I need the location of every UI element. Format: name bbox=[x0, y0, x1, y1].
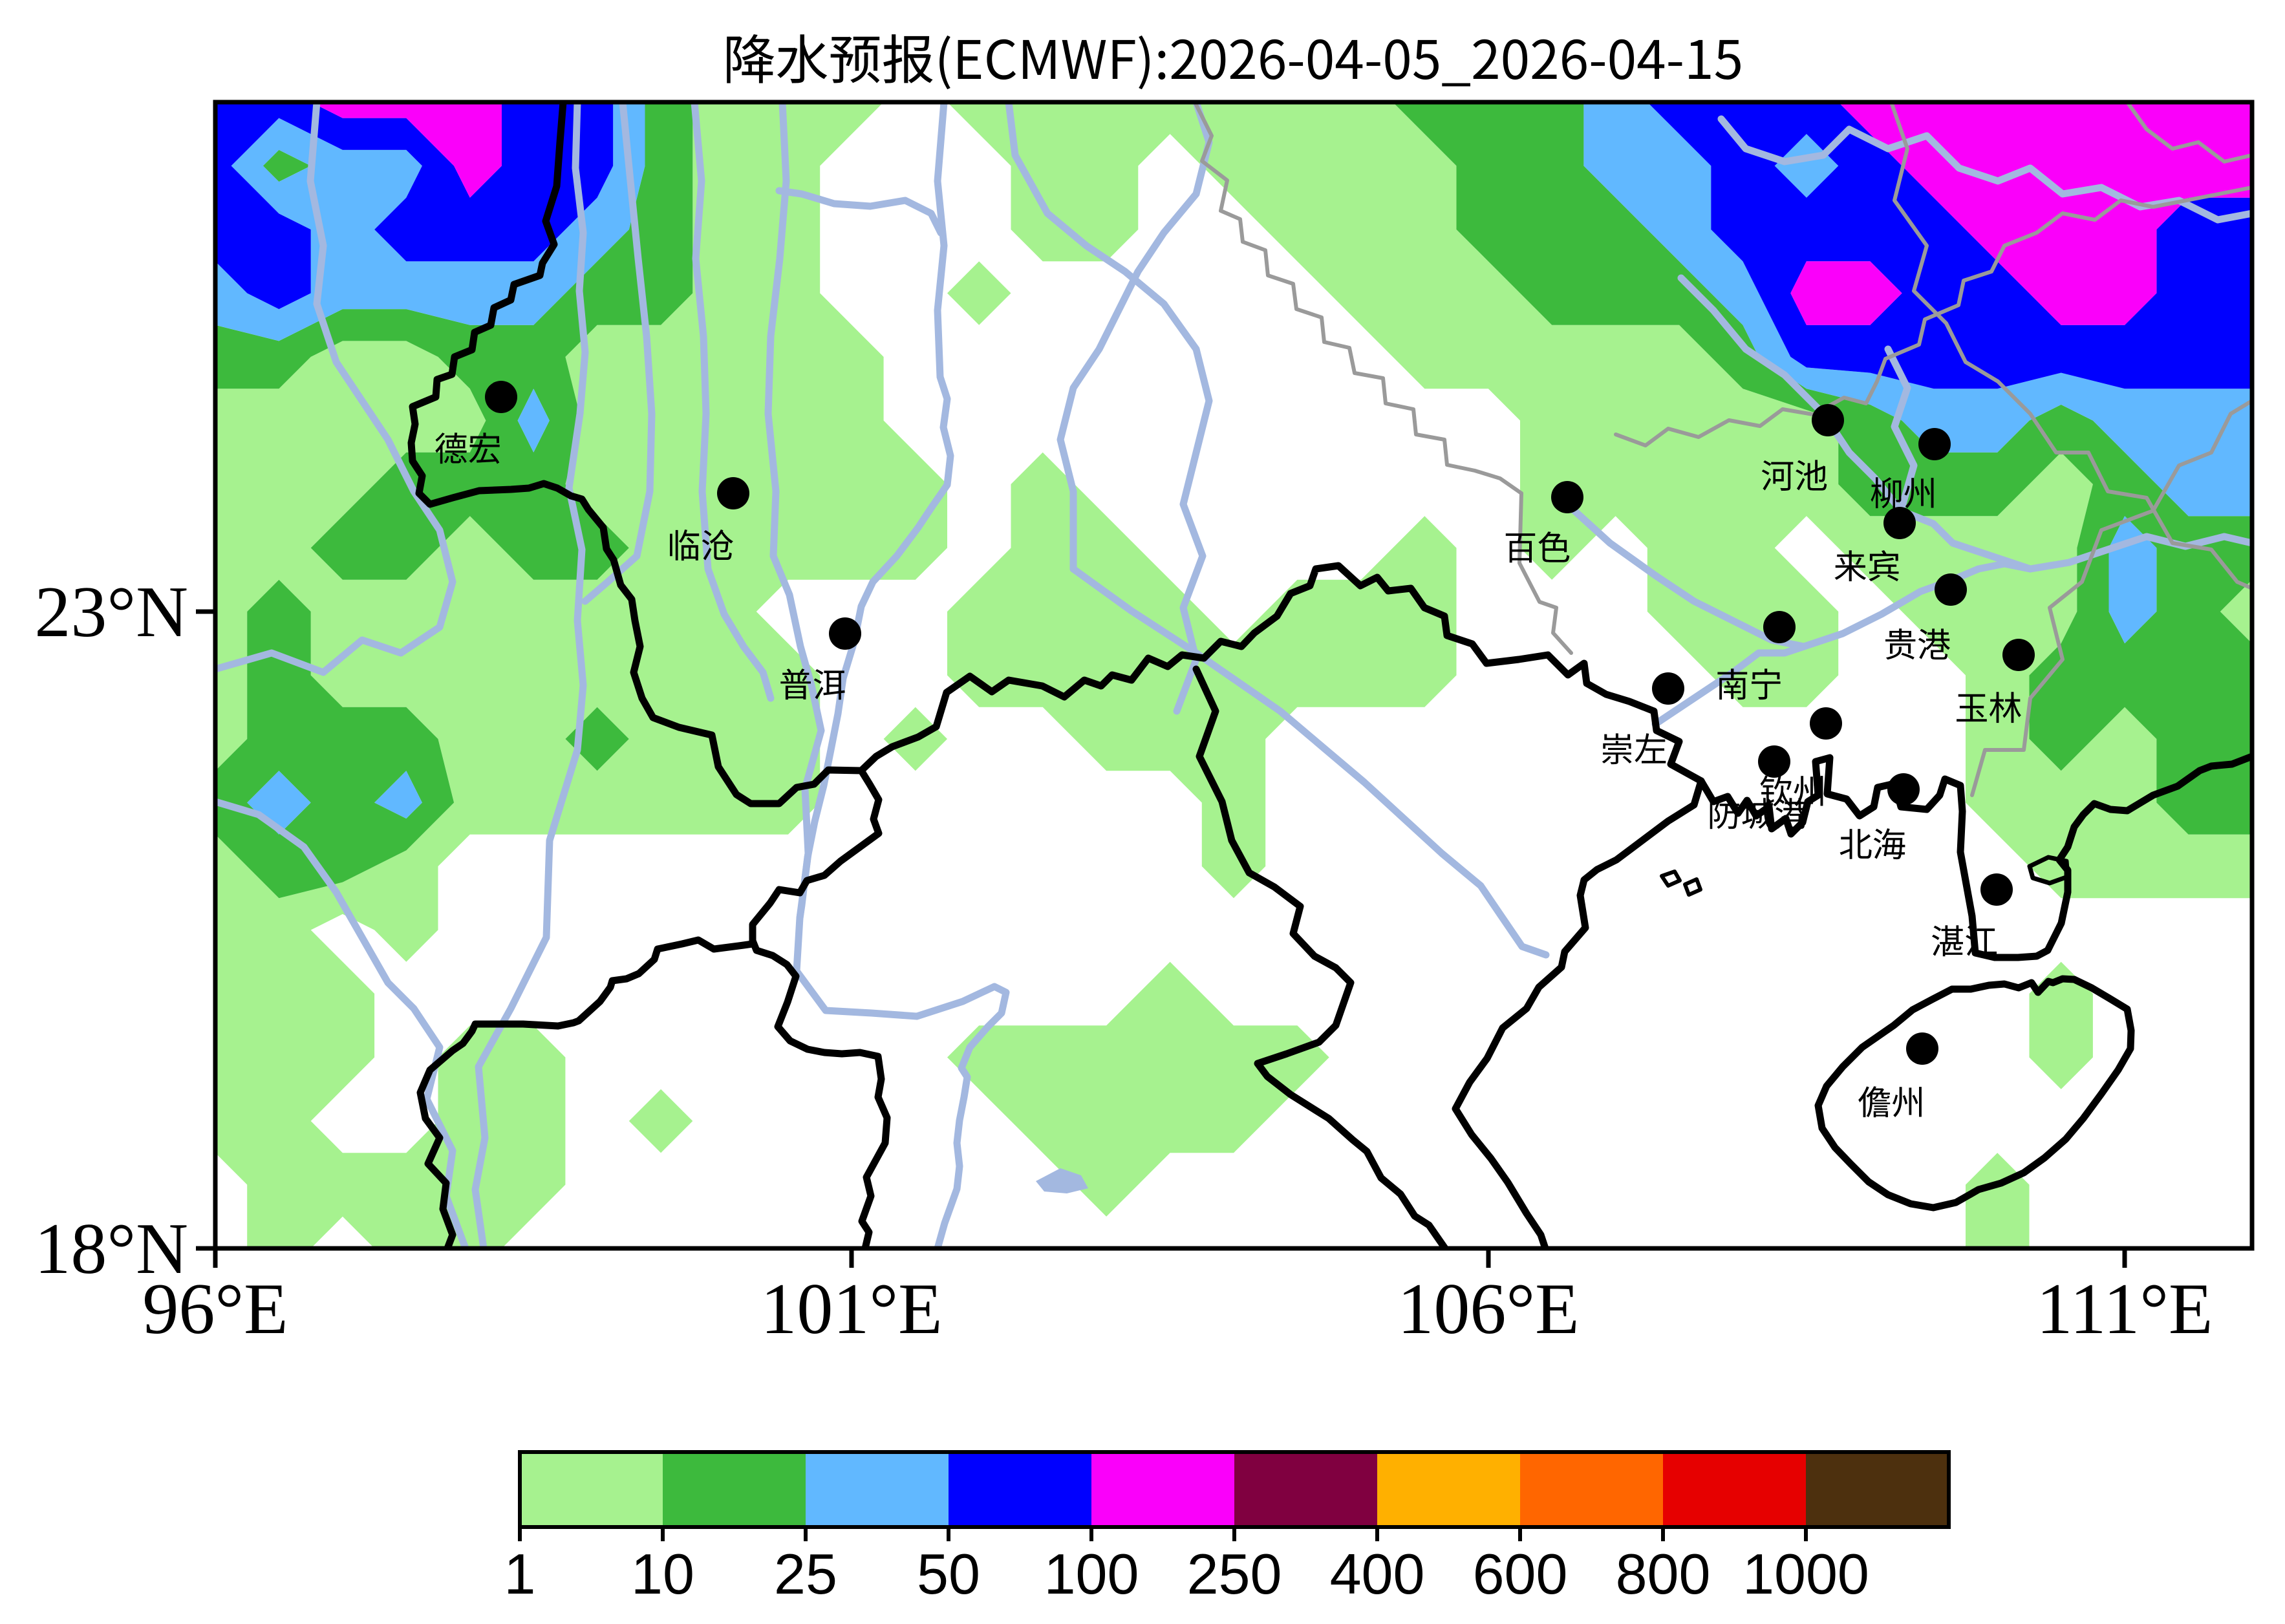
svg-text:1: 1 bbox=[504, 1542, 536, 1606]
svg-text:106°E: 106°E bbox=[1397, 1269, 1579, 1349]
svg-text:25: 25 bbox=[774, 1542, 837, 1606]
svg-text:23°N: 23°N bbox=[34, 572, 188, 652]
svg-text:10: 10 bbox=[631, 1542, 694, 1606]
svg-text:100: 100 bbox=[1044, 1542, 1139, 1606]
svg-text:101°E: 101°E bbox=[760, 1269, 942, 1349]
svg-text:96°E: 96°E bbox=[142, 1269, 288, 1349]
svg-text:1000: 1000 bbox=[1743, 1542, 1869, 1606]
svg-text:50: 50 bbox=[917, 1542, 980, 1606]
svg-text:250: 250 bbox=[1187, 1542, 1282, 1606]
svg-text:111°E: 111°E bbox=[2037, 1269, 2213, 1349]
svg-text:400: 400 bbox=[1330, 1542, 1425, 1606]
svg-text:600: 600 bbox=[1473, 1542, 1568, 1606]
svg-text:800: 800 bbox=[1616, 1542, 1711, 1606]
svg-text:18°N: 18°N bbox=[34, 1209, 188, 1289]
